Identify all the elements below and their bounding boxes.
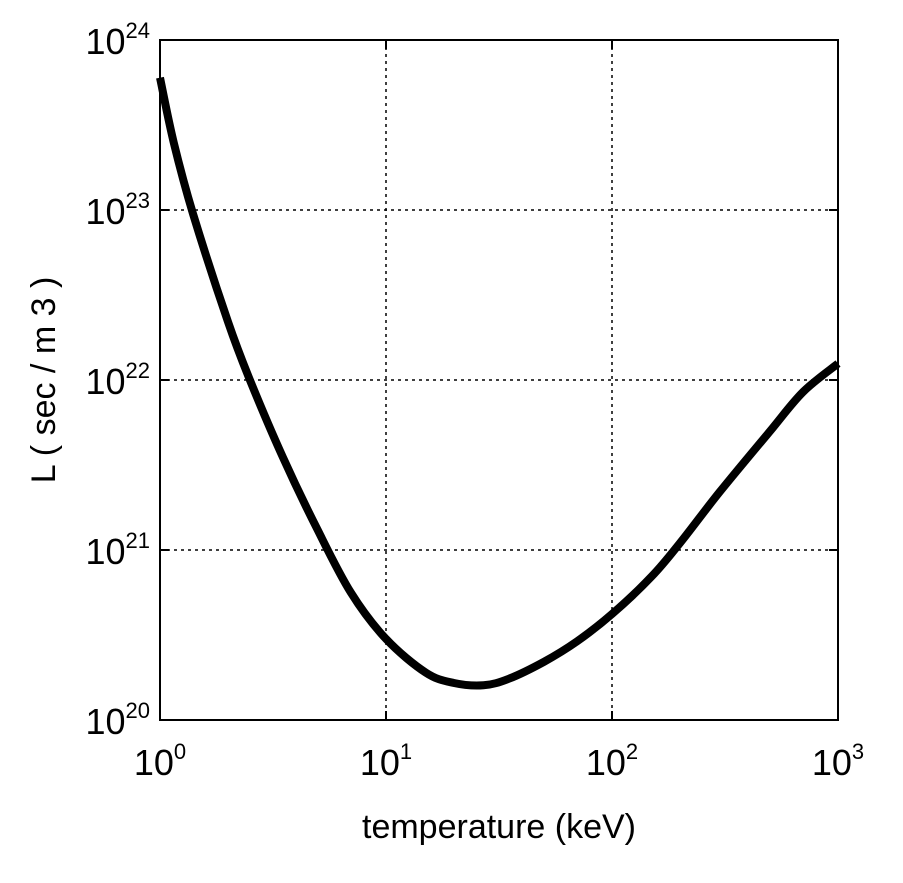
y-tick-base: 10 bbox=[85, 191, 125, 232]
x-axis-title: temperature (keV) bbox=[362, 808, 636, 846]
x-tick-labels: 100 101 102 103 bbox=[134, 739, 864, 783]
y-tick-exponent: 22 bbox=[126, 358, 150, 383]
y-tick-exponent: 21 bbox=[126, 528, 150, 553]
x-tick-base: 10 bbox=[812, 742, 852, 783]
x-tick-base: 10 bbox=[586, 742, 626, 783]
y-tick-label: 1023 bbox=[85, 188, 150, 232]
tick-marks bbox=[159, 39, 839, 721]
x-tick-exponent: 1 bbox=[400, 739, 412, 764]
y-tick-label: 1021 bbox=[85, 528, 150, 572]
y-tick-exponent: 24 bbox=[126, 18, 150, 43]
x-tick-base: 10 bbox=[360, 742, 400, 783]
y-tick-base: 10 bbox=[85, 361, 125, 402]
y-tick-base: 10 bbox=[85, 701, 125, 742]
x-tick-label: 101 bbox=[360, 739, 412, 783]
y-tick-label: 1022 bbox=[85, 358, 150, 402]
y-tick-label: 1020 bbox=[85, 698, 150, 742]
x-tick-label: 102 bbox=[586, 739, 638, 783]
x-tick-label: 100 bbox=[134, 739, 186, 783]
x-tick-exponent: 2 bbox=[626, 739, 638, 764]
y-tick-base: 10 bbox=[85, 21, 125, 62]
y-tick-label: 1024 bbox=[85, 18, 150, 62]
y-tick-base: 10 bbox=[85, 531, 125, 572]
series-layer bbox=[156, 76, 841, 690]
x-tick-label: 103 bbox=[812, 739, 864, 783]
grid-lines bbox=[160, 40, 838, 720]
y-tick-exponent: 23 bbox=[126, 188, 150, 213]
y-axis-title: L ( sec / m 3 ) bbox=[25, 277, 63, 484]
x-tick-exponent: 0 bbox=[174, 739, 186, 764]
x-tick-exponent: 3 bbox=[852, 739, 864, 764]
x-tick-base: 10 bbox=[134, 742, 174, 783]
series-line bbox=[156, 76, 841, 690]
y-tick-exponent: 20 bbox=[126, 698, 150, 723]
